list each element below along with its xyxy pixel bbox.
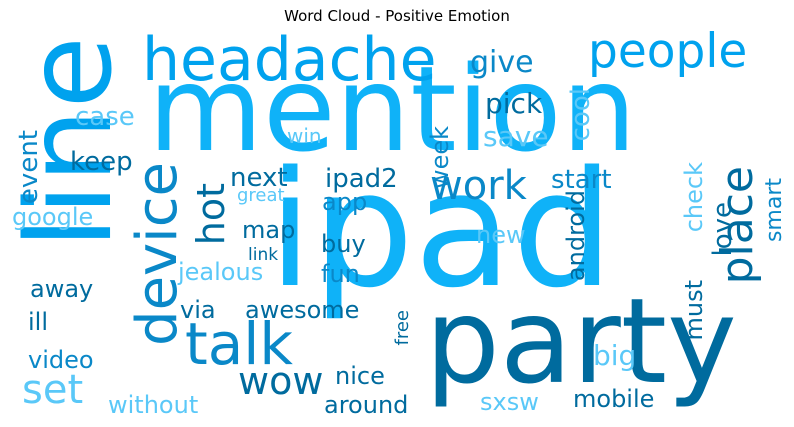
word-party: party bbox=[425, 272, 737, 410]
word-pick: pick bbox=[485, 87, 543, 120]
word-must: must bbox=[680, 280, 708, 341]
word-smart: smart bbox=[762, 178, 784, 243]
word-save: save bbox=[483, 120, 549, 153]
word-map: map bbox=[242, 216, 296, 244]
word-ill: ill bbox=[28, 308, 49, 336]
word-app: app bbox=[322, 188, 368, 216]
word-ipad2: ipad2 bbox=[325, 164, 398, 194]
word-keep: keep bbox=[70, 147, 133, 177]
word-video: video bbox=[28, 346, 94, 374]
word-via: via bbox=[180, 296, 216, 324]
word-without: without bbox=[108, 391, 199, 419]
word-mention: mention bbox=[148, 40, 637, 178]
word-win: win bbox=[287, 124, 322, 148]
figure-title: Word Cloud - Positive Emotion bbox=[284, 7, 510, 25]
word-mobile: mobile bbox=[573, 385, 655, 413]
word-next: next bbox=[230, 163, 288, 193]
word-buy: buy bbox=[321, 230, 366, 258]
word-around: around bbox=[324, 391, 409, 419]
word-ipad: ipad bbox=[268, 136, 614, 323]
word-cloud: mention ipad line party headache device … bbox=[10, 30, 784, 420]
word-start: start bbox=[551, 165, 612, 195]
word-awesome: awesome bbox=[245, 296, 360, 324]
word-device: device bbox=[125, 162, 190, 346]
word-case: case bbox=[75, 102, 135, 132]
word-cool: cool bbox=[566, 88, 596, 142]
word-nice: nice bbox=[335, 362, 385, 390]
word-love: love bbox=[708, 202, 738, 257]
word-new: new bbox=[476, 221, 526, 249]
word-link: link bbox=[248, 245, 279, 265]
word-headache: headache bbox=[142, 30, 437, 95]
word-week: week bbox=[426, 126, 454, 190]
word-check: check bbox=[680, 162, 708, 233]
word-fun: fun bbox=[321, 260, 360, 288]
word-great: great bbox=[237, 185, 285, 206]
word-away: away bbox=[30, 275, 94, 303]
word-free: free bbox=[392, 310, 413, 346]
word-google: google bbox=[12, 203, 94, 231]
word-give: give bbox=[470, 45, 534, 80]
word-big: big bbox=[593, 339, 637, 372]
word-talk: talk bbox=[185, 310, 293, 378]
word-android: android bbox=[562, 190, 590, 282]
word-event: event bbox=[14, 130, 44, 205]
word-wow: wow bbox=[238, 359, 324, 403]
word-people: people bbox=[588, 30, 748, 79]
word-sxsw: sxsw bbox=[480, 388, 539, 416]
word-work: work bbox=[430, 163, 527, 209]
word-jealous: jealous bbox=[178, 258, 264, 286]
word-set: set bbox=[22, 367, 84, 413]
word-hot: hot bbox=[189, 183, 233, 246]
